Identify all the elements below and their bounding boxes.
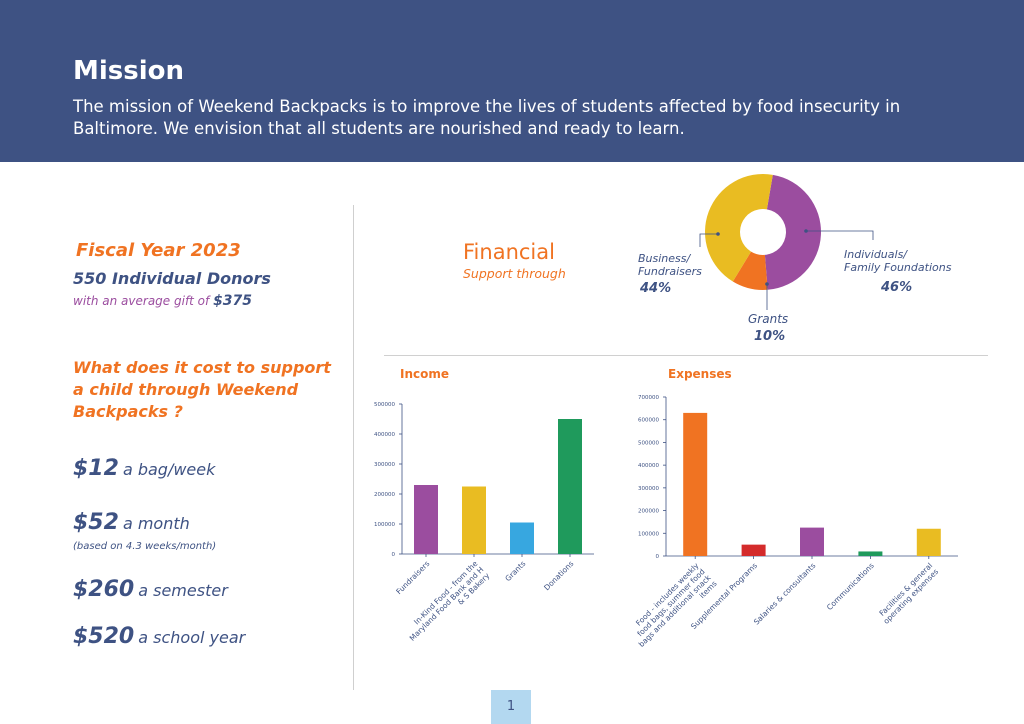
income-chart-title: Income [400,367,450,381]
cost-amount: $520 [73,624,135,649]
financial-subtitle: Support through [463,266,566,281]
y-tick-label: 400000 [374,432,395,438]
individuals-slice [764,174,821,290]
y-tick-label: 0 [656,554,660,560]
vertical-divider [353,205,354,690]
bar [800,527,824,556]
bar [510,522,534,554]
bar [858,551,883,556]
cost-item: $12 a bag/week [73,456,215,481]
financial-title: Financial [463,240,555,264]
y-tick-label: 100000 [638,531,659,537]
y-tick-label: 600000 [638,418,659,424]
cost-item: $260 a semester [73,577,228,602]
bar [741,544,766,556]
average-gift-amount: $375 [213,293,253,309]
cost-amount: $12 [73,456,119,481]
donor-count: 550 Individual Donors [73,269,271,288]
average-gift: with an average gift of $375 [73,293,252,309]
bar [414,485,438,554]
y-tick-label: 500000 [638,440,659,446]
y-tick-label: 300000 [374,462,395,468]
bar [462,486,486,554]
page-number: 1 [491,690,531,724]
x-category-label: Communications [825,561,876,612]
mission-title: Mission [73,56,185,86]
business-slice [705,174,773,282]
y-tick-label: 200000 [374,492,395,498]
grants-label: Grants [748,312,789,326]
mission-header: Mission The mission of Weekend Backpacks… [0,0,1024,162]
cost-question: What does it cost to support a child thr… [73,358,331,421]
x-category-label: Salaries & consultants [752,561,818,627]
cost-unit: a school year [138,628,246,647]
individuals-label: Individuals/ Family Foundations [844,248,952,274]
leader-dot [804,229,808,233]
mission-statement: The mission of Weekend Backpacks is to i… [73,97,901,138]
y-tick-label: 700000 [638,395,659,401]
cost-amount: $52 [73,510,119,535]
grants-slice [732,251,768,290]
business-label: Business/ Fundraisers [638,252,702,278]
individuals-percent: 46% [881,280,913,295]
average-gift-label: with an average gift of [73,294,214,308]
fiscal-year-heading: Fiscal Year 2023 [76,240,241,261]
grants-percent: 10% [754,329,786,344]
individuals-leader [806,230,874,240]
leader-dot [765,282,769,286]
bar [558,419,582,554]
leader-dot [716,232,720,236]
business-percent: 44% [640,281,672,296]
y-tick-label: 500000 [374,402,395,408]
bar [916,528,941,556]
bar [683,412,708,556]
x-category-label-line: Facilities & general [877,561,934,618]
y-tick-label: 0 [392,552,396,558]
y-tick-label: 100000 [374,522,395,528]
cost-note: (based on 4.3 weeks/month) [73,541,217,552]
cost-unit: a semester [138,581,228,600]
expenses-chart-title: Expenses [668,367,732,381]
x-category-label-line: operating expenses [882,567,941,626]
x-category-label: Facilities & generaloperating expenses [875,561,940,626]
cost-unit: a bag/week [122,460,216,479]
x-category-label-line: Salaries & consultants [752,561,818,627]
business-leader [699,233,718,247]
x-category-label-line: Communications [825,561,876,612]
y-tick-label: 300000 [638,486,659,492]
cost-item: $52 a month [73,510,190,535]
y-tick-label: 200000 [638,509,659,515]
cost-amount: $260 [73,577,135,602]
cost-unit: a month [122,514,190,533]
horizontal-divider [384,355,988,356]
cost-item: $520 a school year [73,624,245,649]
y-tick-label: 400000 [638,463,659,469]
